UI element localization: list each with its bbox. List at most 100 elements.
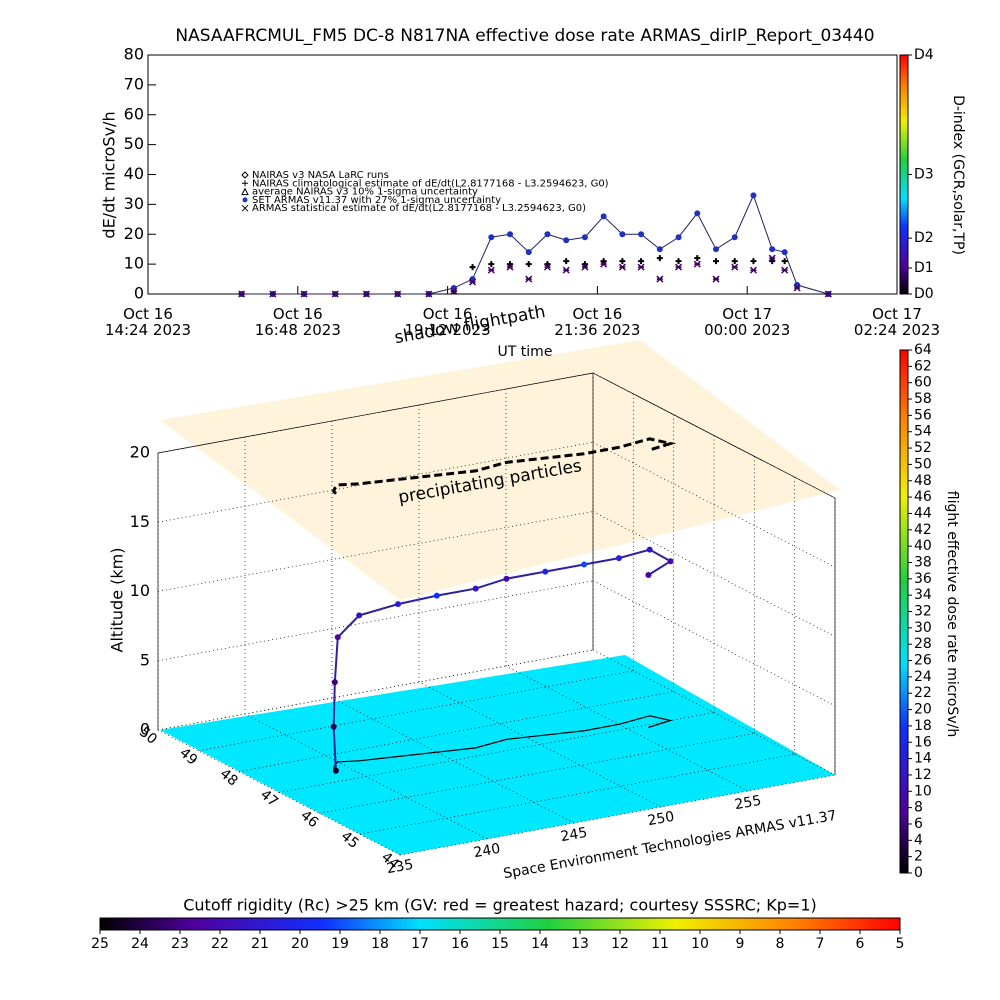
data-point (750, 192, 757, 199)
rc-tick-label: 6 (856, 936, 865, 952)
colorbar-tick-label: 2 (914, 849, 923, 865)
particle-field (160, 340, 840, 600)
rc-tick-label: 8 (776, 936, 785, 952)
y-tick-label: 40 (124, 164, 144, 183)
rc-tick-label: 18 (371, 936, 389, 952)
legend-label: NAIRAS climatological estimate of dE/dt(… (252, 178, 609, 189)
y-tick-label: 0 (134, 284, 144, 303)
data-point (600, 213, 607, 220)
colorbar-tick-label: 36 (914, 571, 932, 587)
data-point (637, 263, 645, 271)
colorbar-tick-label: 8 (914, 800, 923, 816)
rc-tick-label: 25 (91, 936, 109, 952)
rc-tick-label: 15 (491, 936, 509, 952)
data-point (544, 231, 551, 238)
data-point (425, 290, 433, 298)
grid-line (157, 511, 594, 592)
data-point (712, 275, 720, 283)
colorbar-tick-label: D1 (914, 260, 934, 276)
lon-tick-label: 235 (385, 857, 414, 877)
data-point (675, 234, 682, 241)
colorbar-tick-label: 22 (914, 685, 932, 701)
data-point (638, 258, 645, 265)
y-tick-label: 30 (124, 194, 144, 213)
dose-colorbar (899, 349, 909, 874)
grid-line (157, 372, 594, 454)
data-point (618, 263, 626, 271)
colorbar-tick-label: D4 (914, 47, 934, 63)
colorbar-tick-label: 58 (914, 391, 932, 407)
data-point (543, 263, 551, 271)
colorbar-tick-label: 62 (914, 358, 932, 374)
data-point (712, 246, 719, 253)
data-point (394, 290, 402, 298)
data-point (562, 266, 570, 274)
flight-point (332, 767, 339, 774)
flight-point (581, 561, 588, 568)
grid-line (278, 712, 715, 793)
colorbar-tick-label: D2 (914, 230, 934, 246)
flight-point (646, 546, 653, 553)
colorbar-tick-label: 52 (914, 440, 932, 456)
data-point (781, 258, 788, 265)
flight-point (356, 612, 363, 619)
data-point (769, 246, 776, 253)
y-tick-label: 20 (124, 224, 144, 243)
data-point (362, 290, 370, 298)
colorbar-tick-label: 60 (914, 375, 932, 391)
rc-tick-label: 19 (331, 936, 349, 952)
rc-title: Cutoff rigidity (Rc) >25 km (GV: red = g… (183, 896, 817, 915)
grid-line (359, 753, 795, 835)
data-point (300, 290, 308, 298)
data-point (731, 263, 739, 271)
colorbar-tick-label: 42 (914, 522, 932, 538)
colorbar-tick-label: 54 (914, 424, 932, 440)
y-axis-label: dE/dt microSv/h (100, 111, 119, 238)
colorbar-tick-label: 14 (914, 751, 932, 767)
data-point (693, 260, 701, 268)
shadow-flightpath (331, 437, 677, 495)
colorbar-tick-label: 16 (914, 734, 932, 750)
lon-tick-label: 240 (472, 841, 501, 861)
data-point (793, 284, 801, 292)
x-tick-label: Oct 16 16:48 2023 (254, 305, 341, 339)
grid-line (399, 774, 836, 856)
grid-line (157, 441, 594, 523)
flight-point (645, 572, 652, 579)
data-point (563, 237, 570, 244)
data-point (506, 263, 514, 271)
data-point (656, 246, 663, 253)
colorbar-tick-label: 32 (914, 604, 932, 620)
data-point (469, 264, 476, 271)
colorbar-tick-label: 50 (914, 456, 932, 472)
data-point (675, 263, 683, 271)
colorbar-tick-label: 34 (914, 587, 932, 603)
colorbar-tick-label: 40 (914, 538, 932, 554)
grid-line (157, 580, 594, 662)
data-point (581, 263, 589, 271)
grid-line (592, 441, 836, 568)
legend-symbol (242, 197, 248, 203)
rc-tick-label: 9 (736, 936, 745, 952)
data-point (712, 258, 719, 265)
lon-tick-label: 255 (733, 793, 762, 813)
rc-tick-label: 13 (571, 936, 589, 952)
colorbar-tick-label: 64 (914, 342, 932, 358)
data-point (525, 261, 532, 268)
data-point (488, 261, 495, 268)
rc-tick-label: 12 (611, 936, 629, 952)
y-tick-label: 50 (124, 134, 144, 153)
y-tick-label: 10 (124, 254, 144, 273)
grid-line (157, 649, 594, 731)
x-tick-label: Oct 17 02:24 2023 (853, 305, 941, 339)
rc-colorbar (99, 917, 901, 931)
colorbar-tick-label: 6 (914, 816, 923, 832)
data-point (525, 249, 532, 256)
colorbar-tick-label: 20 (914, 702, 932, 718)
data-point (768, 254, 776, 262)
flight-point (433, 592, 440, 599)
legend-symbol (242, 180, 248, 187)
data-point (781, 249, 788, 256)
